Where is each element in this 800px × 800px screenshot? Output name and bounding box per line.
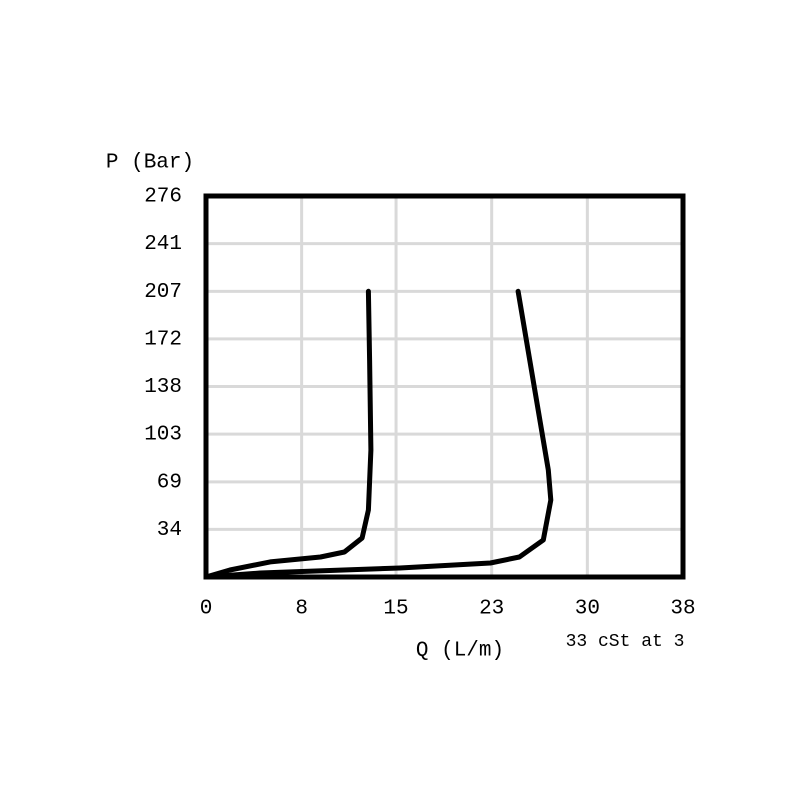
plot-frame [203, 193, 686, 580]
y-tick-label: 241 [144, 233, 182, 256]
grid [204, 194, 685, 577]
x-tick-label: 15 [383, 598, 408, 621]
x-tick-label: 0 [200, 598, 213, 621]
x-tick-label: 23 [479, 598, 504, 621]
y-tick-label: 138 [144, 376, 182, 399]
y-tick-label: 69 [157, 471, 182, 494]
x-tick-label: 30 [575, 598, 600, 621]
y-tick-label: 172 [144, 328, 182, 351]
y-tick-label: 276 [144, 186, 182, 209]
curve [203, 288, 374, 580]
x-axis-label: Q (L/m) [416, 640, 504, 663]
lines [203, 288, 554, 580]
x-tick-label: 38 [670, 598, 695, 621]
x-tick-label: 8 [295, 598, 308, 621]
curve [203, 288, 554, 580]
annotation: 33 cSt at 3 [566, 632, 685, 652]
y-axis-label: P (Bar) [106, 152, 194, 175]
y-tick-label: 34 [157, 519, 182, 542]
y-tick-label: 103 [144, 424, 182, 447]
y-tick-label: 207 [144, 281, 182, 304]
